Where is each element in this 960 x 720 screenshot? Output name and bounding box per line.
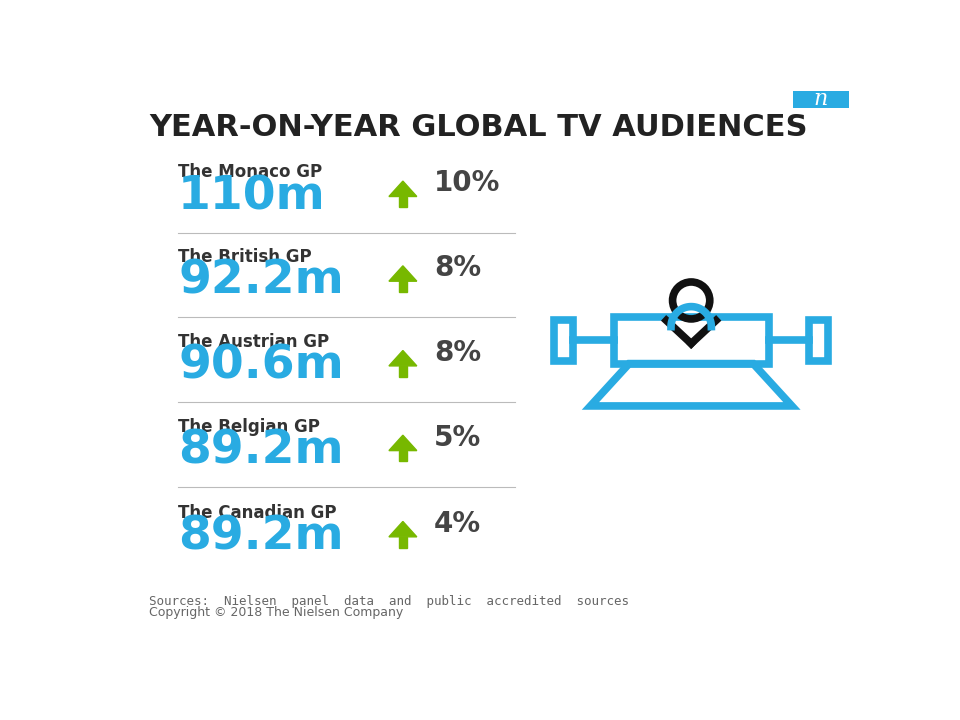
Bar (809, 320, 828, 361)
Text: Copyright © 2018 The Nielsen Company: Copyright © 2018 The Nielsen Company (150, 606, 404, 619)
Bar (613, 318, 769, 364)
Bar (399, 451, 407, 462)
Text: 8%: 8% (434, 339, 481, 366)
Text: The Belgian GP: The Belgian GP (179, 418, 320, 436)
Text: The Austrian GP: The Austrian GP (179, 333, 329, 351)
Bar (399, 537, 407, 548)
Polygon shape (389, 435, 417, 451)
Text: Sources:  Nielsen  panel  data  and  public  accredited  sources: Sources: Nielsen panel data and public a… (150, 595, 630, 608)
Polygon shape (389, 266, 417, 282)
Bar (554, 320, 573, 361)
Text: 5%: 5% (434, 423, 481, 451)
Text: 4%: 4% (434, 510, 481, 538)
Text: 89.2m: 89.2m (179, 515, 344, 559)
Text: 89.2m: 89.2m (179, 428, 344, 473)
Polygon shape (389, 181, 417, 197)
Bar (399, 366, 407, 377)
Polygon shape (389, 351, 417, 366)
Text: 8%: 8% (434, 254, 481, 282)
Text: 10%: 10% (434, 169, 500, 197)
Text: 92.2m: 92.2m (179, 259, 344, 304)
Bar (399, 282, 407, 292)
Text: 90.6m: 90.6m (179, 343, 344, 389)
Text: n: n (813, 89, 828, 110)
Text: The British GP: The British GP (179, 248, 312, 266)
Text: 110m: 110m (179, 174, 325, 219)
Polygon shape (389, 521, 417, 537)
FancyBboxPatch shape (793, 91, 849, 108)
Bar (399, 197, 407, 207)
Text: The Monaco GP: The Monaco GP (179, 163, 323, 181)
Text: YEAR-ON-YEAR GLOBAL TV AUDIENCES: YEAR-ON-YEAR GLOBAL TV AUDIENCES (150, 113, 808, 143)
Text: The Canadian GP: The Canadian GP (179, 504, 337, 522)
